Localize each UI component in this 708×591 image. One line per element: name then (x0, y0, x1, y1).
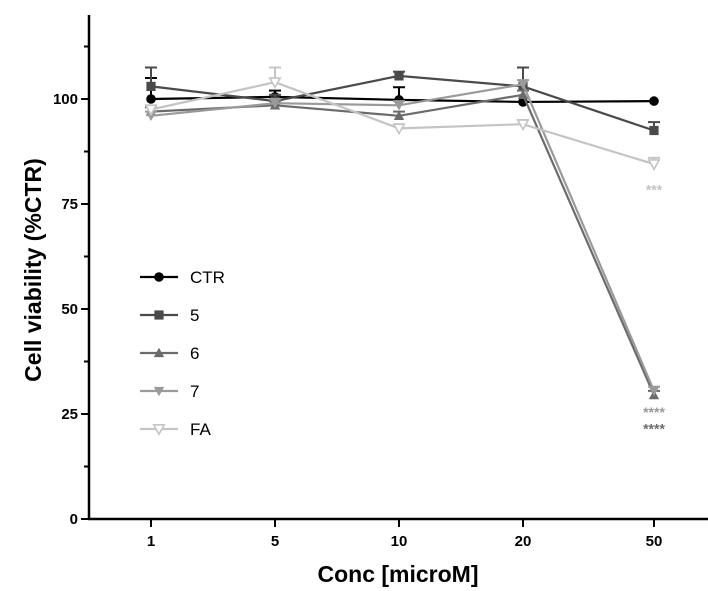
data-point (144, 104, 158, 117)
legend-item-7: 7 (140, 382, 199, 401)
annotation-layer: *********** (643, 181, 665, 436)
series-fa (144, 66, 661, 171)
legend-marker (154, 310, 164, 320)
data-point (516, 119, 530, 132)
data-point (268, 77, 282, 90)
legend-item-6: 6 (140, 344, 199, 363)
y-axis-title: Cell viability (%CTR) (20, 158, 46, 382)
legend-marker (152, 424, 166, 436)
legend-label: CTR (190, 268, 225, 287)
legend-item-ctr: CTR (140, 268, 225, 287)
y-tick-label: 25 (61, 406, 78, 423)
y-tick-label: 75 (61, 196, 78, 213)
legend-item-fa: FA (140, 420, 211, 439)
legend-label: 7 (190, 382, 199, 401)
legend-label: 6 (190, 344, 199, 363)
data-point (392, 123, 406, 136)
data-point (393, 110, 405, 120)
data-point (649, 125, 659, 136)
series-6 (145, 89, 660, 400)
legend-marker (154, 272, 164, 282)
data-point (517, 80, 529, 90)
series-line (150, 93, 656, 396)
legend-marker (153, 347, 165, 358)
x-axis-title: Conc [microM] (318, 561, 479, 587)
y-tick-label: 100 (53, 91, 78, 108)
data-point (517, 89, 529, 99)
series-line (150, 83, 656, 392)
legend-label: FA (190, 420, 211, 439)
data-point (649, 96, 659, 106)
significance-label: *** (646, 181, 663, 197)
significance-label: **** (643, 404, 665, 420)
x-tick-label: 10 (391, 533, 408, 550)
data-point (146, 81, 156, 91)
data-point (269, 99, 281, 109)
legend-item-5: 5 (140, 306, 199, 325)
y-tick-label: 50 (61, 301, 78, 318)
y-tick-label: 0 (70, 511, 78, 528)
data-point (394, 71, 404, 81)
data-point (393, 101, 405, 111)
x-tick-label: 20 (515, 533, 532, 550)
series-layer (144, 66, 661, 400)
x-tick-label: 1 (147, 533, 155, 550)
legend-marker (153, 386, 165, 397)
data-point (647, 159, 661, 171)
data-point (146, 94, 156, 104)
x-tick-label: 5 (271, 533, 279, 550)
legend-label: 5 (190, 306, 199, 325)
data-point (648, 386, 660, 397)
significance-label: **** (643, 421, 665, 437)
legend: CTR 5 6 7 FA (140, 268, 225, 439)
x-tick-label: 50 (646, 533, 663, 550)
